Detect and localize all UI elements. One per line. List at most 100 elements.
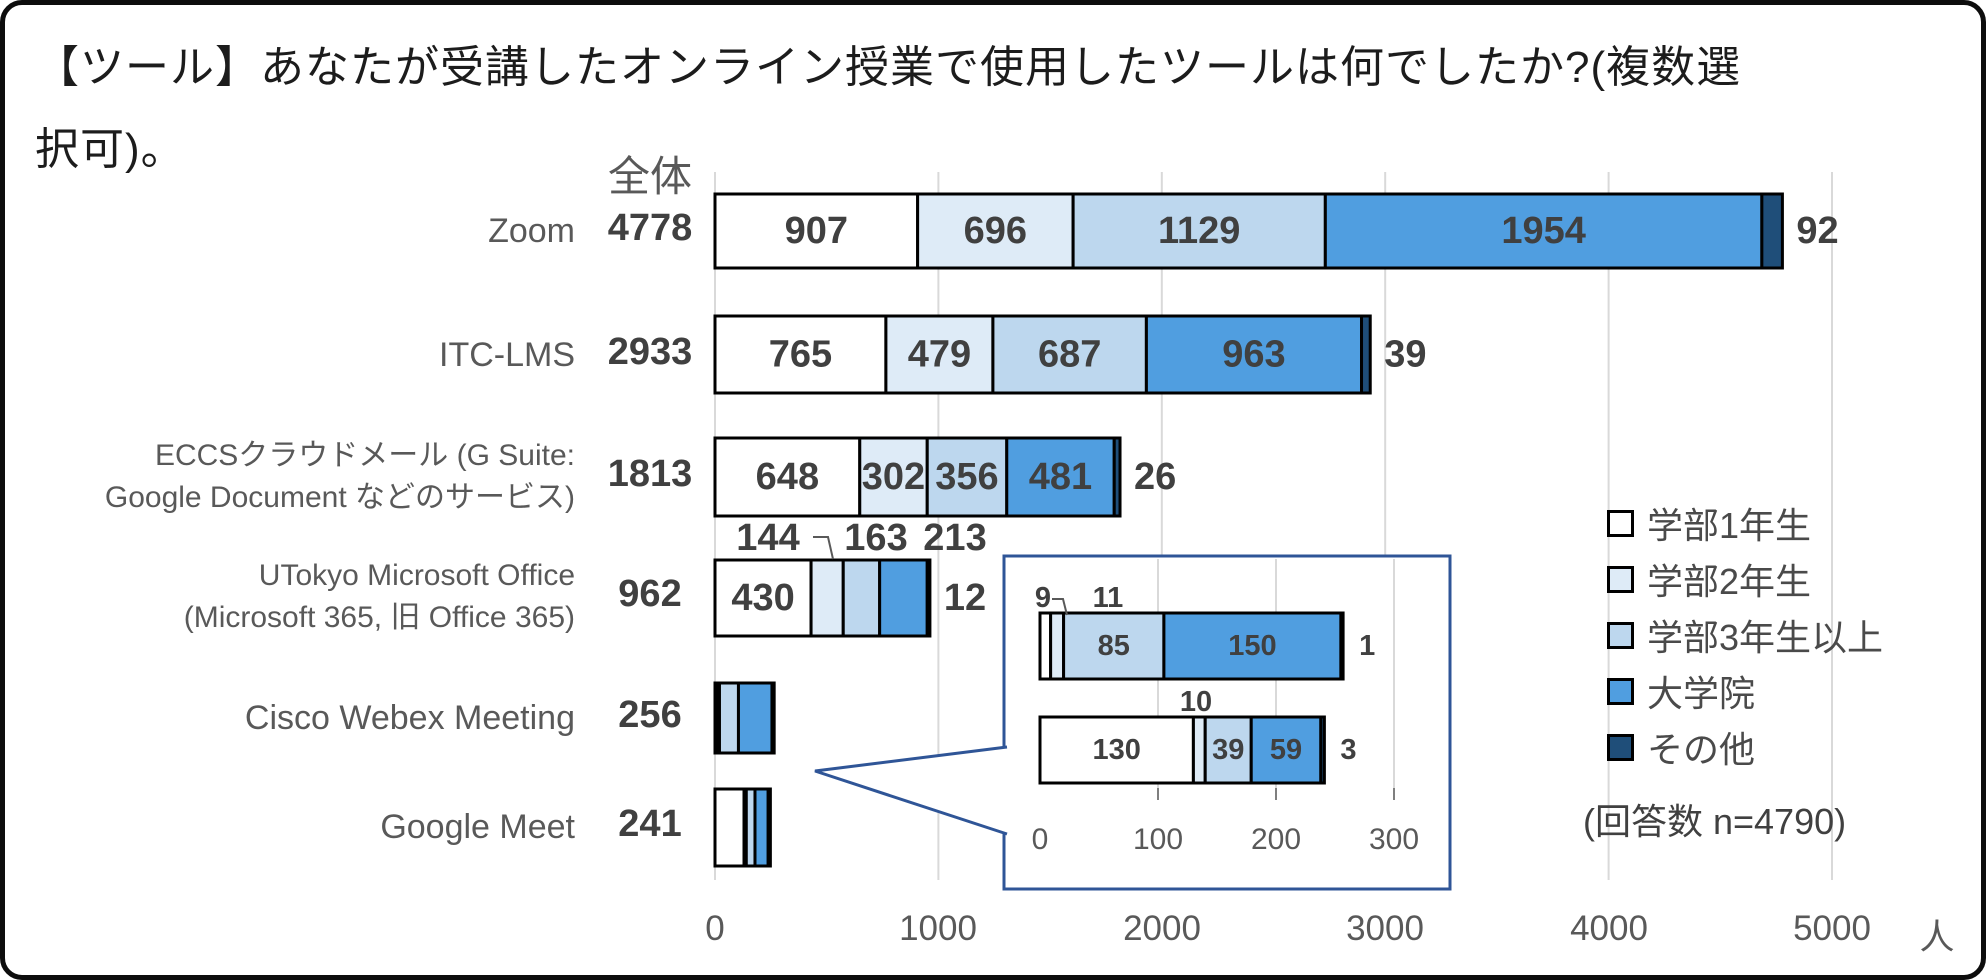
- callout-wedge-fill: [815, 747, 1007, 834]
- bar-row4-segment-3: [736, 681, 774, 755]
- x-tick-4000: 4000: [1570, 909, 1648, 948]
- inset-row1-segment-3: [1249, 715, 1323, 785]
- inset-row1-segment-1: [1191, 715, 1207, 785]
- legend-item-graduate: 大学院: [1607, 671, 1755, 714]
- inset-value-above: 11: [1093, 582, 1124, 614]
- bar-row3-segment-0: [713, 558, 813, 638]
- segment-value: 648: [756, 456, 819, 498]
- legend-item-other: その他: [1607, 727, 1755, 770]
- total-column-header: 全体: [607, 153, 692, 200]
- legend-label-undergrad-3plus: 学部3年生以上: [1647, 617, 1884, 658]
- inset-value: 130: [1093, 734, 1141, 766]
- bar-row0-segment-3: [1323, 192, 1764, 270]
- inset-row0-segment-4: [1339, 611, 1345, 681]
- legend-swatch-other: [1607, 733, 1634, 761]
- bar-row1-segment-2: [991, 314, 1148, 395]
- bar-row3-segment-1: [809, 558, 845, 638]
- category-label-utokyo-line1: UTokyo Microsoft Office: [258, 559, 575, 592]
- category-label-cisco-webex: Cisco Webex Meeting: [244, 699, 575, 737]
- segment-value: 1129: [1158, 210, 1240, 252]
- bar-row4-segment-0: [713, 681, 719, 755]
- segment-value: 765: [769, 334, 832, 376]
- segment-value: 356: [935, 456, 998, 498]
- legend-swatch-undergrad-3plus: [1607, 621, 1634, 649]
- category-label-eccs: ECCSクラウドメール (G Suite: Google Document など…: [5, 435, 575, 519]
- bar-row5-segment-2: [744, 787, 757, 868]
- bar-row4-segment-4: [770, 681, 776, 755]
- inset-row0-segment-0: [1038, 611, 1053, 681]
- segment-value-outside: 26: [1134, 456, 1176, 498]
- segment-value: 302: [862, 456, 925, 498]
- bar-row1-segment-1: [884, 314, 995, 395]
- total-value-cisco-webex: 256: [618, 694, 682, 736]
- segment-value: 907: [785, 210, 848, 252]
- callout-wedge: [814, 745, 1008, 836]
- bar-row2-segment-1: [858, 436, 929, 518]
- bar-row0-segment-4: [1760, 192, 1784, 270]
- segment-value-outside: 39: [1384, 334, 1426, 376]
- legend-label-graduate: 大学院: [1647, 673, 1756, 714]
- bar-row5-segment-4: [766, 787, 772, 868]
- bar-row2-segment-0: [713, 436, 862, 518]
- x-axis-unit: 人: [1919, 918, 1955, 957]
- inset-value: 59: [1270, 734, 1302, 766]
- bar-row2-segment-2: [925, 436, 1009, 518]
- total-value-eccs: 1813: [607, 453, 693, 495]
- legend-label-undergrad-1: 学部1年生: [1647, 505, 1812, 546]
- category-label-eccs-line2: Google Document などのサービス): [104, 481, 575, 514]
- bar-row5-segment-3: [753, 787, 770, 868]
- category-label-google-meet: Google Meet: [380, 808, 575, 846]
- chart-title-line1: 【ツール】あなたが受講したオンライン授業で使用したツールは何でしたか?(複数選: [35, 43, 1742, 92]
- inset-value: 39: [1212, 734, 1244, 766]
- inset-row0-segment-2: [1062, 611, 1166, 681]
- inset-value: 150: [1228, 630, 1276, 662]
- x-tick-3000: 3000: [1346, 909, 1424, 948]
- legend-swatch-undergrad-1: [1607, 509, 1634, 537]
- bar-row2-segment-3: [1005, 436, 1116, 518]
- bar-row1-segment-3: [1144, 314, 1364, 395]
- segment-value: 696: [964, 210, 1027, 252]
- bar-row0-segment-1: [916, 192, 1075, 270]
- bar-row2-segment-4: [1112, 436, 1122, 518]
- x-tick-0: 0: [705, 909, 725, 948]
- x-tick-5000: 5000: [1793, 909, 1871, 948]
- segment-value: 963: [1222, 334, 1285, 376]
- bar-row3-segment-2: [841, 558, 882, 638]
- chart-title-line2: 択可)。: [35, 125, 186, 174]
- inset-x-tick-200: 200: [1250, 823, 1302, 856]
- bar-row3-segment-4: [925, 558, 932, 638]
- category-label-utokyo-line2: (Microsoft 365, 旧 Office 365): [183, 601, 575, 634]
- total-value-utokyo-office: 962: [618, 573, 682, 615]
- legend-swatch-graduate: [1607, 677, 1634, 705]
- total-value-itc-lms: 2933: [607, 331, 693, 373]
- segment-value: 1954: [1501, 210, 1586, 252]
- bar-row5-segment-0: [713, 787, 746, 868]
- inset-x-tick-100: 100: [1132, 823, 1184, 856]
- legend-swatch-undergrad-2: [1607, 565, 1634, 593]
- leader-line: [1052, 598, 1068, 616]
- inset-x-tick-0: 0: [1031, 823, 1049, 856]
- bar-row1-segment-0: [713, 314, 888, 395]
- category-label-eccs-line1: ECCSクラウドメール (G Suite:: [154, 439, 575, 472]
- inset-row1-segment-0: [1038, 715, 1195, 785]
- inset-value-above: 9: [1035, 582, 1051, 614]
- total-value-google-meet: 241: [618, 803, 682, 845]
- inset-value: 85: [1098, 630, 1130, 662]
- inset-row1-segment-2: [1203, 715, 1253, 785]
- segment-value-above: 163: [844, 517, 907, 559]
- segment-value-outside: 92: [1796, 210, 1838, 252]
- category-label-zoom: Zoom: [488, 212, 575, 250]
- legend-label-other: その他: [1647, 729, 1756, 770]
- segment-value-outside: 12: [944, 577, 986, 619]
- segment-value: 479: [908, 334, 971, 376]
- legend-label-undergrad-2: 学部2年生: [1647, 561, 1812, 602]
- bar-row5-segment-1: [742, 787, 748, 868]
- inset-value-outside: 3: [1340, 734, 1356, 766]
- response-count-note: (回答数 n=4790): [1583, 801, 1847, 842]
- bar-row1-segment-4: [1360, 314, 1372, 395]
- segment-value: 430: [731, 577, 794, 619]
- segment-value-above: 213: [923, 517, 986, 559]
- segment-value: 481: [1029, 456, 1092, 498]
- category-label-itc-lms: ITC-LMS: [439, 336, 575, 374]
- inset-value-above: 10: [1180, 686, 1212, 718]
